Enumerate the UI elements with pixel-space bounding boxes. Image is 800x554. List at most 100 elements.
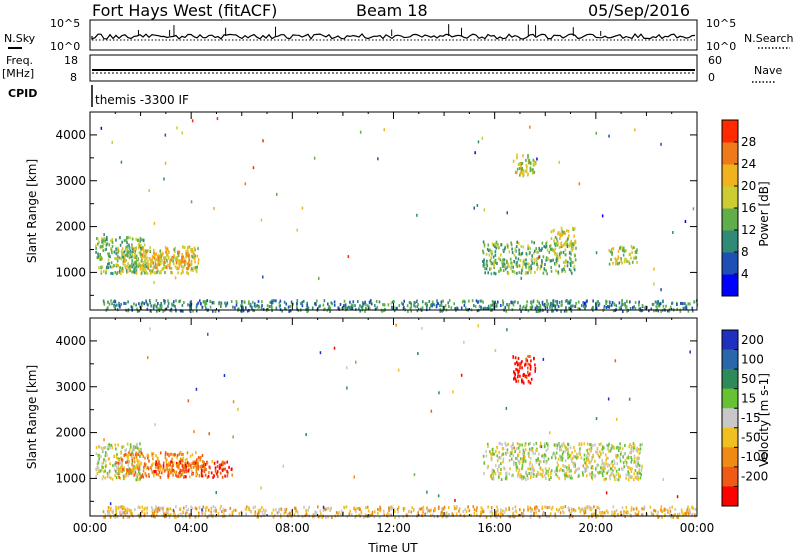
range-gate-cell <box>197 258 200 262</box>
range-gate-cell <box>173 453 176 456</box>
range-gate-cell <box>123 239 126 243</box>
range-gate-cell <box>182 265 185 269</box>
range-gate-cell <box>341 307 344 310</box>
range-gate-cell <box>616 456 619 460</box>
range-gate-cell <box>616 258 618 262</box>
colorbar-swatch <box>722 388 738 409</box>
range-gate-cell <box>544 245 547 249</box>
colorbar-swatch <box>722 230 738 253</box>
range-gate-cell <box>167 301 170 305</box>
range-gate-cell <box>185 475 187 479</box>
range-gate-cell <box>182 456 184 460</box>
range-gate-cell <box>529 467 532 471</box>
range-gate-cell <box>527 442 530 446</box>
range-gate-cell <box>237 407 239 411</box>
range-gate-cell <box>480 506 483 510</box>
range-gate-cell <box>104 476 106 480</box>
range-gate-cell <box>513 460 515 464</box>
range-gate-cell <box>322 303 325 307</box>
range-gate-cell <box>542 454 545 458</box>
range-gate-cell <box>487 442 489 446</box>
range-gate-cell <box>203 469 206 473</box>
colorbar-tick-label: 8 <box>741 245 749 259</box>
range-gate-cell <box>164 452 167 456</box>
range-gate-cell <box>579 450 581 454</box>
range-gate-cell <box>631 467 633 471</box>
range-gate-cell <box>641 464 643 468</box>
range-gate-cell <box>232 400 235 404</box>
range-gate-cell <box>175 463 178 467</box>
range-gate-cell <box>483 263 486 267</box>
range-gate-cell <box>494 511 497 515</box>
range-gate-cell <box>253 304 256 308</box>
range-gate-cell <box>382 303 384 307</box>
range-gate-cell <box>201 508 203 512</box>
range-gate-cell <box>567 229 570 233</box>
range-gate-cell <box>529 372 531 376</box>
range-gate-cell <box>113 264 115 268</box>
range-gate-cell <box>541 505 544 509</box>
range-gate-cell <box>556 466 558 470</box>
range-gate-cell <box>165 266 168 270</box>
range-gate-cell <box>536 449 538 453</box>
range-gate-cell <box>684 306 686 310</box>
range-gate-cell <box>139 267 142 271</box>
range-gate-cell <box>137 478 139 482</box>
range-gate-cell <box>142 238 145 242</box>
range-gate-cell <box>554 243 557 247</box>
x-tick-label: 16:00 <box>477 521 512 535</box>
range-gate-cell <box>571 515 574 519</box>
range-gate-cell <box>393 508 396 511</box>
range-gate-cell <box>522 262 525 266</box>
range-gate-cell <box>101 257 104 261</box>
velocity-x-ticks: 00:00 04:00 08:00 12:00 16:00 20:00 00:00 <box>73 318 714 535</box>
range-gate-cell <box>532 451 534 455</box>
range-gate-cell <box>190 466 192 470</box>
range-gate-cell <box>152 265 155 269</box>
range-gate-cell <box>621 246 624 250</box>
range-gate-cell <box>141 301 144 304</box>
range-gate-cell <box>394 510 396 513</box>
range-gate-cell <box>584 470 586 474</box>
range-gate-cell <box>164 161 167 165</box>
range-gate-cell <box>591 457 593 461</box>
range-gate-cell <box>183 506 185 510</box>
range-gate-cell <box>598 471 600 475</box>
range-gate-cell <box>592 512 595 516</box>
range-gate-cell <box>502 301 505 305</box>
range-gate-cell <box>638 468 641 472</box>
range-gate-cell <box>489 259 492 263</box>
range-gate-cell <box>189 304 191 308</box>
range-gate-cell <box>591 477 594 481</box>
range-gate-cell <box>486 259 488 263</box>
range-gate-cell <box>364 309 366 313</box>
range-gate-cell <box>179 468 181 472</box>
range-gate-cell <box>524 262 526 266</box>
range-gate-cell <box>515 510 518 514</box>
range-gate-cell <box>577 300 580 304</box>
range-gate-cell <box>543 456 545 460</box>
range-gate-cell <box>151 453 154 457</box>
range-gate-cell <box>135 455 138 459</box>
range-gate-cell <box>118 256 121 260</box>
range-gate-cell <box>515 468 518 472</box>
range-gate-cell <box>123 468 125 472</box>
range-gate-cell <box>142 247 144 251</box>
range-gate-cell <box>188 513 191 517</box>
range-gate-cell <box>437 302 440 306</box>
range-gate-cell <box>188 258 191 262</box>
velocity-panel: 00:00 04:00 08:00 12:00 16:00 20:00 00:00 1000… <box>25 317 714 554</box>
range-gate-cell <box>562 511 565 515</box>
range-gate-cell <box>201 474 204 478</box>
range-gate-cell <box>294 506 297 510</box>
range-gate-cell <box>135 271 138 275</box>
range-gate-cell <box>476 204 479 207</box>
range-gate-cell <box>639 307 642 311</box>
range-gate-cell <box>579 510 582 514</box>
range-gate-cell <box>619 452 622 456</box>
range-gate-cell <box>155 513 158 517</box>
range-gate-cell <box>548 478 551 481</box>
range-gate-cell <box>626 299 628 303</box>
range-gate-cell <box>354 508 356 512</box>
range-gate-cell <box>540 265 543 269</box>
